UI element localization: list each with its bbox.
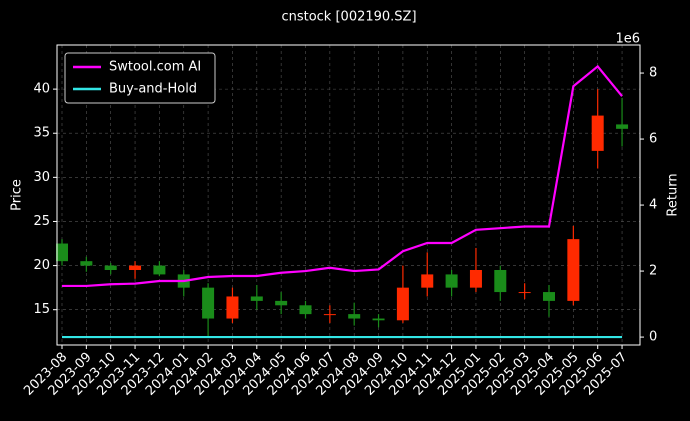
candle-body (567, 239, 580, 301)
series-line (62, 64, 623, 288)
candle-body (543, 292, 555, 301)
y-axis-label: Price (10, 179, 25, 211)
candle-body (591, 115, 604, 151)
candle-body (56, 243, 68, 262)
candle-body (494, 270, 507, 293)
candle-body (396, 287, 409, 321)
candle-body (275, 300, 288, 306)
candle-body (129, 265, 142, 270)
y2-offset-label: 1e6 (615, 32, 640, 47)
candle-body (518, 292, 531, 294)
y2-tick-label: 2 (649, 264, 657, 279)
y-tick-label: 15 (33, 302, 50, 317)
candle-body (421, 274, 434, 288)
y-tick-label: 35 (33, 126, 50, 141)
candle-body (250, 296, 263, 301)
y-tick-label: 40 (33, 82, 50, 97)
y2-tick-label: 0 (649, 330, 657, 345)
candle-body (153, 265, 166, 275)
legend-box (64, 52, 216, 104)
candle-body (104, 265, 117, 270)
candle-body (348, 314, 361, 319)
candle-body (323, 314, 336, 316)
y2-tick-label: 6 (649, 132, 657, 147)
y-tick-label: 25 (33, 214, 50, 229)
candle-body (80, 261, 93, 266)
candle-body (226, 296, 239, 319)
y2-tick-label: 4 (649, 198, 657, 213)
y2-tick-label: 8 (649, 66, 657, 81)
chart-title: cnstock [002190.SZ] (281, 10, 416, 25)
candle-body (616, 124, 629, 129)
y-tick-label: 20 (33, 258, 50, 273)
candle-body (202, 287, 215, 319)
y-tick-label: 30 (33, 170, 50, 185)
y2-axis-label: Return (666, 173, 681, 216)
legend-label: Buy-and-Hold (109, 82, 197, 97)
legend-label: Swtool.com AI (109, 60, 201, 75)
candle-body (372, 318, 385, 321)
candle-body (299, 305, 312, 315)
candle-body (445, 274, 458, 288)
plot-frame (56, 44, 641, 346)
candle-body (469, 270, 482, 288)
